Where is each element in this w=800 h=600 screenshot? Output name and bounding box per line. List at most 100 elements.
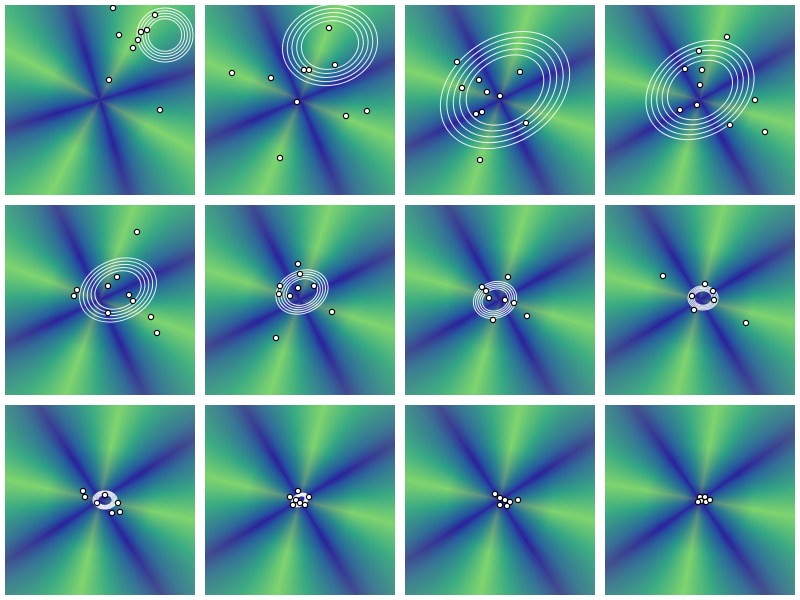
sample-point bbox=[115, 31, 123, 39]
sample-point bbox=[458, 84, 466, 92]
sample-point bbox=[286, 292, 294, 300]
sample-point bbox=[706, 496, 714, 504]
panel-plot bbox=[439, 30, 571, 164]
panel-plot bbox=[491, 490, 522, 510]
contour-ring bbox=[439, 30, 571, 150]
sample-point bbox=[296, 270, 304, 278]
contour-ring bbox=[275, 269, 329, 315]
contour-ring bbox=[465, 54, 545, 126]
contour-ring bbox=[79, 257, 157, 323]
sample-point bbox=[137, 28, 145, 36]
panel-plot bbox=[645, 33, 769, 141]
sample-point bbox=[342, 112, 350, 120]
sample-point bbox=[101, 491, 109, 499]
panel-plot bbox=[694, 493, 714, 506]
sample-point bbox=[363, 107, 371, 115]
sample-point bbox=[129, 297, 137, 305]
sample-point bbox=[293, 98, 301, 106]
contour-ring bbox=[285, 278, 319, 306]
contour-ring bbox=[477, 284, 513, 316]
sample-point bbox=[483, 88, 491, 96]
contour-ring bbox=[144, 15, 186, 55]
sample-point bbox=[688, 292, 696, 300]
sample-point bbox=[286, 493, 294, 501]
sample-point bbox=[301, 501, 309, 509]
sample-point bbox=[109, 5, 117, 12]
sample-point bbox=[133, 228, 141, 236]
panel bbox=[205, 5, 395, 195]
contour-ring bbox=[82, 260, 154, 320]
sample-point bbox=[310, 282, 318, 290]
panel-plot bbox=[472, 273, 531, 324]
sample-point bbox=[478, 283, 486, 291]
sample-point bbox=[491, 490, 499, 498]
sample-point bbox=[472, 110, 480, 118]
sample-point bbox=[475, 76, 483, 84]
contour-ring bbox=[689, 286, 717, 310]
sample-point bbox=[125, 291, 133, 299]
contour-ring bbox=[142, 12, 188, 58]
contour-ring bbox=[90, 267, 146, 313]
panel-plot bbox=[70, 228, 161, 337]
panel bbox=[605, 205, 795, 395]
sample-point bbox=[676, 106, 684, 114]
panel-plot bbox=[228, 5, 379, 162]
sample-point bbox=[114, 499, 122, 507]
sample-point bbox=[105, 76, 113, 84]
sample-point bbox=[482, 287, 490, 295]
contour-ring bbox=[479, 286, 511, 314]
contour-ring bbox=[147, 18, 183, 52]
sample-point bbox=[79, 487, 87, 495]
sample-point bbox=[476, 156, 484, 164]
sample-point bbox=[478, 108, 486, 116]
sample-point bbox=[331, 61, 339, 69]
sample-point bbox=[325, 24, 333, 32]
panel bbox=[205, 405, 395, 595]
contour-ring bbox=[472, 280, 518, 320]
sample-point bbox=[294, 487, 302, 495]
sample-point bbox=[485, 294, 493, 302]
contour-ring bbox=[645, 39, 755, 141]
sample-point bbox=[496, 92, 504, 100]
panel-plot bbox=[79, 487, 124, 517]
sample-point bbox=[453, 58, 461, 66]
panel bbox=[205, 205, 395, 395]
sample-point bbox=[272, 334, 280, 342]
contour-ring bbox=[296, 16, 364, 74]
panel bbox=[5, 405, 195, 595]
contour-ring bbox=[280, 273, 324, 311]
panel bbox=[405, 405, 595, 595]
contour-ring bbox=[661, 54, 739, 126]
sample-point bbox=[276, 282, 284, 290]
panel bbox=[605, 405, 795, 595]
contour-ring bbox=[481, 288, 509, 312]
contour-ring bbox=[667, 59, 733, 121]
contour-ring bbox=[452, 42, 558, 138]
contour-ring bbox=[650, 44, 750, 136]
contour-ring bbox=[446, 36, 564, 144]
panel-plot bbox=[659, 272, 750, 327]
sample-point bbox=[726, 121, 734, 129]
sample-point bbox=[328, 308, 336, 316]
contour-ring bbox=[300, 20, 360, 70]
sample-point bbox=[503, 502, 511, 510]
contour-ring bbox=[291, 12, 369, 78]
sample-point bbox=[153, 329, 161, 337]
contour-ring bbox=[278, 271, 326, 313]
contour-ring bbox=[94, 270, 142, 310]
contour-ring bbox=[656, 49, 744, 131]
sample-point bbox=[496, 501, 504, 509]
sample-point bbox=[289, 501, 297, 509]
contour-ring bbox=[693, 290, 713, 306]
contour-ring bbox=[475, 282, 515, 318]
sample-point bbox=[104, 282, 112, 290]
sample-point bbox=[305, 493, 313, 501]
sample-point bbox=[276, 154, 284, 162]
sample-point bbox=[73, 286, 81, 294]
sample-point bbox=[267, 74, 275, 82]
sample-point bbox=[742, 319, 750, 327]
sample-point bbox=[510, 299, 518, 307]
sample-point bbox=[113, 273, 121, 281]
sample-point bbox=[690, 306, 698, 314]
sample-point bbox=[93, 499, 101, 507]
